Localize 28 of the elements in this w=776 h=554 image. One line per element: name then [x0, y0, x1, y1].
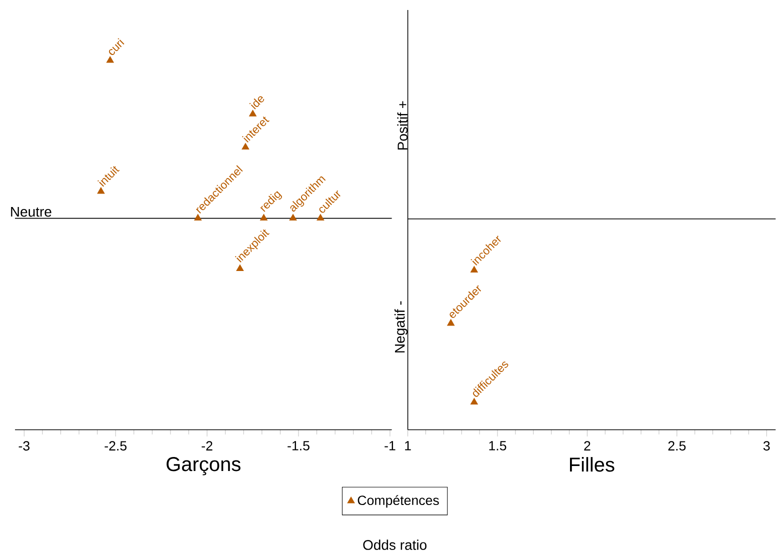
point — [236, 264, 244, 271]
x-tick-label: 1.5 — [489, 440, 506, 450]
annotation: Neutre — [11, 206, 52, 217]
legend-label: Compétences — [358, 494, 439, 508]
point — [194, 214, 202, 220]
x-tick-label: -2 — [202, 440, 212, 450]
point — [97, 187, 105, 194]
x-axis-title: Filles — [570, 456, 614, 472]
text: Positif + — [397, 101, 408, 150]
x-tick-label: -3 — [18, 440, 30, 450]
point — [260, 214, 268, 220]
annotation: ide — [249, 96, 264, 110]
annotation: curi — [108, 38, 124, 55]
x-tick-label: -1 — [384, 440, 396, 450]
point — [249, 110, 257, 116]
point — [289, 214, 297, 220]
x-tick-label: 1 — [405, 440, 411, 450]
x-tick-label: 2 — [584, 440, 590, 450]
text: Negatif - — [394, 301, 408, 352]
x-tick-label: -1.5 — [288, 440, 310, 450]
x-axis-title: Garçons — [166, 456, 240, 476]
x-tick-label: -2.5 — [104, 440, 127, 450]
x-tick-label: 3 — [763, 440, 770, 450]
point — [106, 56, 114, 63]
point — [316, 214, 324, 220]
point — [242, 142, 250, 150]
text: Odds ratio — [363, 539, 426, 550]
x-tick-label: 2.5 — [668, 440, 686, 450]
